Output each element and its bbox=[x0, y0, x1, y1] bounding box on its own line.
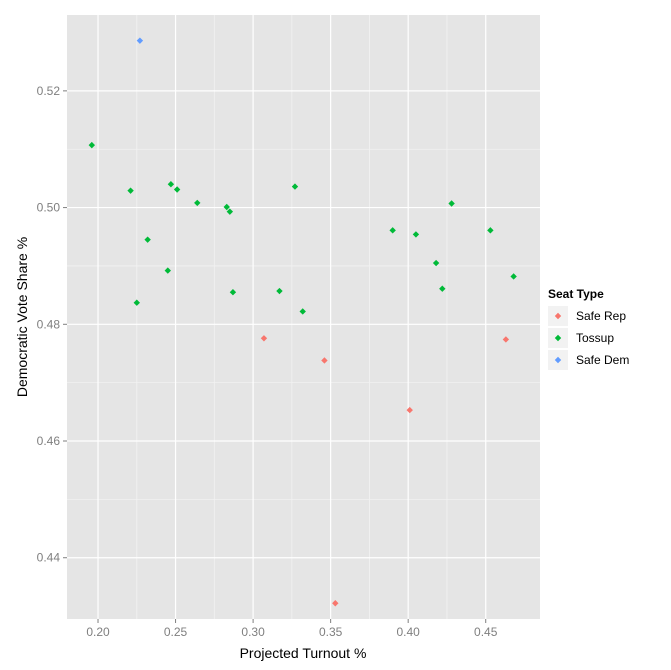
minor-gridlines bbox=[67, 15, 540, 619]
x-axis-title: Projected Turnout % bbox=[240, 645, 367, 661]
legend-title: Seat Type bbox=[548, 287, 604, 301]
data-point-safe-rep bbox=[406, 406, 413, 414]
legend-label-safe-rep: Safe Rep bbox=[576, 309, 626, 323]
legend-item-safe-rep: Safe Rep bbox=[548, 306, 626, 326]
data-point-tossup bbox=[194, 199, 201, 207]
y-tick-label: 0.52 bbox=[37, 84, 61, 98]
data-point-safe-dem bbox=[136, 37, 144, 44]
data-point-tossup bbox=[432, 259, 440, 267]
y-tick-label: 0.44 bbox=[37, 551, 61, 565]
data-point-tossup bbox=[299, 308, 306, 315]
legend-item-safe-dem: Safe Dem bbox=[548, 350, 629, 370]
data-point-tossup bbox=[164, 267, 172, 274]
data-point-tossup bbox=[510, 273, 517, 280]
data-point-tossup bbox=[487, 227, 494, 234]
data-point-tossup bbox=[133, 299, 140, 306]
data-point-tossup bbox=[88, 141, 96, 149]
data-point-tossup bbox=[412, 231, 420, 238]
legend-item-tossup: Tossup bbox=[548, 328, 614, 348]
data-point-tossup bbox=[144, 236, 151, 243]
data-point-tossup bbox=[448, 200, 455, 207]
legend-label-tossup: Tossup bbox=[576, 331, 614, 345]
legend: Seat Type Safe Rep Tossup Safe Dem bbox=[548, 287, 629, 370]
data-point-tossup bbox=[291, 183, 299, 190]
y-axis-title: Democratic Vote Share % bbox=[14, 237, 30, 397]
legend-label-safe-dem: Safe Dem bbox=[576, 353, 629, 367]
plot-panel bbox=[67, 15, 540, 619]
y-tick-label: 0.46 bbox=[37, 434, 61, 448]
data-points bbox=[88, 37, 517, 607]
data-point-safe-rep bbox=[321, 357, 328, 364]
data-point-tossup bbox=[127, 187, 134, 194]
legend-key-tossup bbox=[554, 334, 562, 342]
x-tick-label: 0.40 bbox=[397, 625, 421, 639]
data-point-safe-rep bbox=[332, 600, 339, 607]
data-point-safe-rep bbox=[260, 335, 268, 342]
data-point-tossup bbox=[439, 285, 446, 292]
data-point-tossup bbox=[167, 181, 175, 188]
major-gridlines bbox=[67, 15, 540, 619]
data-point-tossup bbox=[173, 186, 181, 193]
data-point-tossup bbox=[223, 203, 230, 211]
data-point-tossup bbox=[276, 287, 283, 295]
x-axis: 0.20 0.25 0.30 0.35 0.40 0.45 bbox=[86, 619, 498, 639]
legend-key-safe-rep bbox=[554, 312, 562, 320]
x-tick-label: 0.30 bbox=[241, 625, 265, 639]
x-tick-label: 0.45 bbox=[474, 625, 498, 639]
data-point-tossup bbox=[229, 288, 237, 296]
x-tick-label: 0.20 bbox=[86, 625, 110, 639]
y-tick-label: 0.50 bbox=[37, 201, 61, 215]
data-point-safe-rep bbox=[502, 336, 510, 343]
y-tick-label: 0.48 bbox=[37, 317, 61, 331]
x-tick-label: 0.35 bbox=[319, 625, 343, 639]
y-axis: 0.44 0.46 0.48 0.50 0.52 bbox=[37, 84, 67, 565]
legend-key-safe-dem bbox=[554, 356, 562, 364]
legend-items: Safe Rep Tossup Safe Dem bbox=[548, 306, 629, 370]
x-tick-label: 0.25 bbox=[164, 625, 188, 639]
data-point-tossup bbox=[389, 227, 396, 234]
data-point-tossup bbox=[226, 208, 234, 215]
